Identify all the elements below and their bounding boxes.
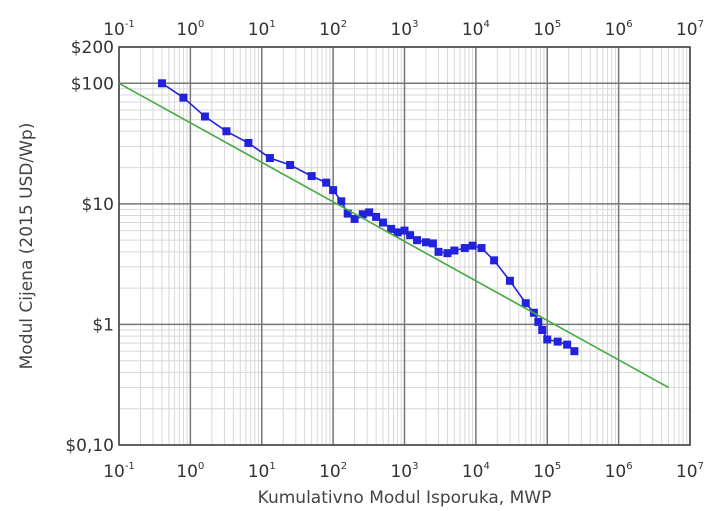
- series-0-point: [358, 210, 367, 219]
- x-tick-label-top: 101: [248, 19, 276, 40]
- series-0-point: [570, 347, 579, 356]
- series-0-point: [400, 226, 409, 235]
- x-tick-label-top: 100: [176, 19, 204, 40]
- series-0-point: [543, 335, 552, 344]
- x-tick-label-bottom: 106: [605, 461, 633, 482]
- series-0-point: [421, 238, 430, 247]
- series-0-point: [538, 325, 547, 334]
- series-0-point: [200, 112, 209, 121]
- x-tick-label-bottom: 10-1: [103, 461, 135, 482]
- series-0-point: [468, 241, 477, 250]
- series-1-line: [118, 82, 669, 389]
- y-tick-label: $1: [92, 315, 114, 335]
- series-0-point: [477, 244, 486, 253]
- tick-labels: 10-1 10-1 100 100 101 101 102 102 103 103 104 104 10…: [65, 19, 704, 482]
- x-tick-label-bottom: 102: [319, 461, 347, 482]
- x-axis-label: Kumulativno Modul Isporuka, MWP: [258, 488, 552, 508]
- series-0-point: [265, 154, 274, 163]
- series-0-point: [372, 212, 381, 221]
- series-0-point: [350, 214, 359, 223]
- series-0-point: [379, 218, 388, 227]
- series-0-point: [460, 244, 469, 253]
- series-0-point: [322, 178, 331, 187]
- x-tick-label-top: 102: [319, 19, 347, 40]
- series-0-point: [521, 299, 530, 308]
- series-0-point: [443, 249, 452, 258]
- series-0-point: [286, 161, 295, 170]
- y-tick-label: $10: [82, 195, 114, 215]
- y-tick-label: $100: [71, 74, 114, 94]
- series-0-point: [157, 79, 166, 88]
- series-0-point: [365, 208, 374, 217]
- series-0-point: [434, 247, 443, 256]
- x-tick-label-bottom: 107: [676, 461, 704, 482]
- x-tick-label-top: 107: [676, 19, 704, 40]
- series-0-point: [505, 276, 514, 285]
- x-tick-label-top: 103: [390, 19, 418, 40]
- series-0-point: [534, 317, 543, 326]
- series-0-point: [343, 209, 352, 218]
- series-0-point: [244, 138, 253, 147]
- x-tick-label-top: 105: [533, 19, 561, 40]
- series-0-point: [428, 239, 437, 248]
- series-0-point: [337, 197, 346, 206]
- x-tick-label-bottom: 101: [248, 461, 276, 482]
- series-0-point: [490, 256, 499, 265]
- plot-frame: [118, 46, 691, 446]
- x-tick-label-bottom: 104: [462, 461, 490, 482]
- x-tick-label-top: 104: [462, 19, 490, 40]
- series-0-point: [413, 236, 422, 245]
- series-layer: [118, 79, 669, 389]
- x-tick-label-bottom: 105: [533, 461, 561, 482]
- series-0-point: [553, 337, 562, 346]
- x-tick-label-bottom: 100: [176, 461, 204, 482]
- series-0-point: [222, 127, 231, 136]
- x-tick-label-top: 106: [605, 19, 633, 40]
- y-axis-label: Modul Cijena (2015 USD/Wp): [17, 123, 37, 370]
- series-0-point: [393, 228, 402, 237]
- series-0-point: [387, 224, 396, 233]
- series-0-point: [179, 93, 188, 102]
- x-tick-label-top: 10-1: [103, 19, 135, 40]
- series-0-point: [563, 340, 572, 349]
- series-0-point: [406, 231, 415, 240]
- x-tick-label-bottom: 103: [390, 461, 418, 482]
- series-0-point: [329, 186, 338, 195]
- y-tick-label: $200: [71, 38, 114, 58]
- y-tick-label: $0,10: [65, 436, 114, 456]
- series-0-point: [307, 172, 316, 181]
- series-0-point: [450, 246, 459, 255]
